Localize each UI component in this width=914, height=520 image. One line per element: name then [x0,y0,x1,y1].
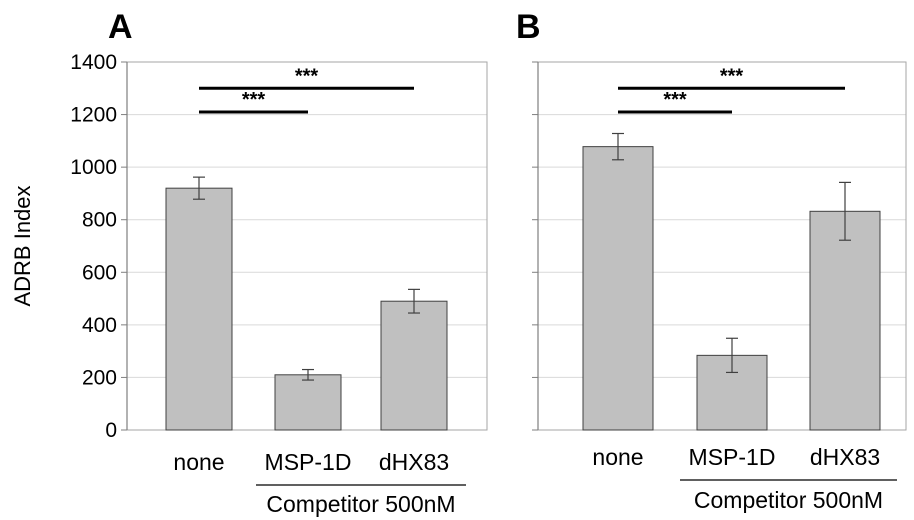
y-tick-label: 1200 [70,104,117,127]
group-label: Competitor 500nM [266,491,455,517]
significance-label: *** [720,65,744,87]
significance-label: *** [242,89,266,111]
significance-label: *** [295,65,319,87]
y-tick-label: 600 [82,261,117,284]
category-label: none [173,449,224,475]
panel-letter: A [108,8,133,46]
bar [274,374,342,431]
y-tick-label: 400 [82,314,117,337]
y-tick-label: 1400 [70,51,117,74]
category-label: MSP-1D [689,444,776,470]
significance-label: *** [663,89,687,111]
category-label: dHX83 [379,449,449,475]
y-tick-label: 1000 [70,156,117,179]
category-label: dHX83 [810,444,880,470]
bar [809,210,881,431]
bar [380,300,448,431]
y-tick-label: 200 [82,366,117,389]
y-tick-label: 0 [105,419,117,442]
group-label: Competitor 500nM [694,487,883,513]
bar [165,187,233,431]
bar [582,146,654,431]
chart-panel-a: A 0 200 400 600 800 1000 1200 1400 ADRB Index none… [10,8,488,517]
y-axis-label: ADRB Index [10,185,35,306]
category-label: MSP-1D [265,449,352,475]
panel-letter: B [516,8,541,46]
y-tick-label: 800 [82,209,117,232]
category-label: none [592,444,643,470]
